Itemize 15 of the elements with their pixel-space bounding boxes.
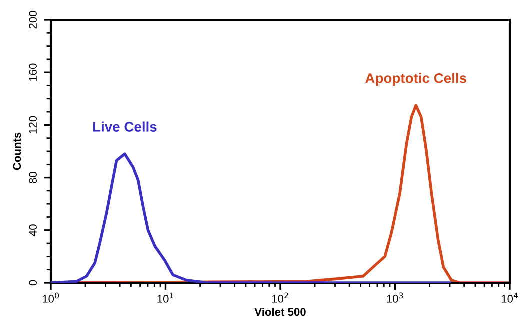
x-tick-label: 10$^{1}$ (158, 292, 174, 303)
x-tick-label: 10$^{3}$ (387, 292, 404, 303)
x-tick-label: 10$^{4}$ (502, 292, 518, 303)
y-tick-label: 80 (29, 172, 37, 184)
y-tick-label: 160 (29, 64, 37, 82)
y-tick-label: 0 (29, 280, 37, 286)
x-axis-title: Violet 500 (254, 308, 306, 316)
y-tick-label: 40 (29, 224, 37, 236)
x-tick-label: 10$^{0}$ (42, 292, 60, 303)
series-label: Live Cells (93, 122, 157, 132)
y-tick-label: 200 (29, 11, 37, 29)
series-label: Apoptotic Cells (366, 73, 466, 86)
y-tick-label: 120 (29, 116, 37, 134)
y-axis-title: Counts (13, 132, 22, 170)
x-tick-label: 10$^{2}$ (272, 292, 288, 303)
